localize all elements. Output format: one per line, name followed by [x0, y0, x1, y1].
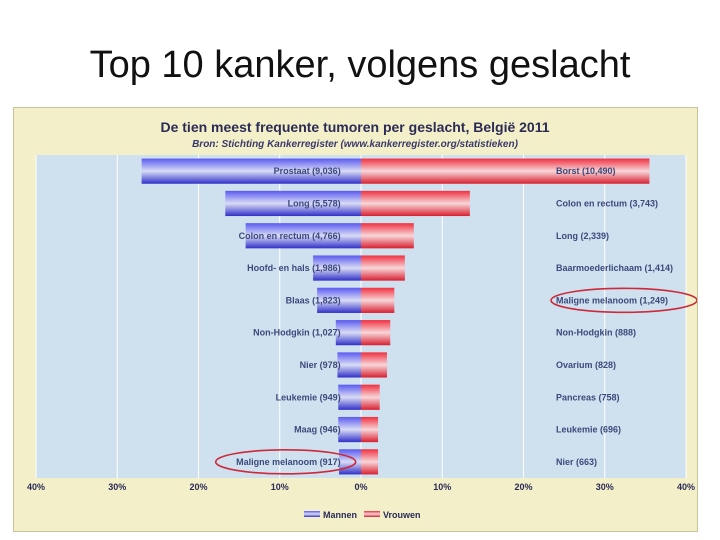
chart-title: De tien meest frequente tumoren per gesl… [160, 119, 549, 135]
bars-group [141, 158, 650, 475]
bar-label-men: Leukemie (949) [276, 392, 341, 402]
bar-men [338, 416, 361, 443]
legend-swatch-men [304, 511, 320, 517]
x-tick-label: 40% [677, 482, 695, 492]
bar-label-men: Nier (978) [300, 360, 341, 370]
bar-label-women: Colon en rectum (3,743) [556, 198, 658, 208]
bar-label-women: Pancreas (758) [556, 392, 620, 402]
tumor-chart: De tien meest frequente tumoren per gesl… [27, 119, 697, 520]
bar-women [361, 384, 380, 410]
bar-label-women: Maligne melanoom (1,249) [556, 295, 668, 305]
bar-label-men: Colon en rectum (4,766) [239, 231, 341, 241]
bar-label-women: Borst (10,490) [556, 166, 616, 176]
legend-label-men: Mannen [323, 510, 357, 520]
bar-label-men: Prostaat (9,036) [274, 166, 341, 176]
bar-women [361, 352, 387, 378]
x-tick-label: 0% [354, 482, 367, 492]
bar-men [245, 223, 361, 249]
bar-label-men: Maligne melanoom (917) [236, 457, 341, 467]
highlight-circle [550, 287, 697, 314]
x-tick-label: 10% [271, 482, 289, 492]
x-tick-label: 30% [108, 482, 126, 492]
bar-men [337, 352, 361, 378]
bar-women [361, 416, 379, 443]
bar-label-men: Non-Hodgkin (1,027) [253, 328, 341, 338]
highlight-circle [214, 449, 357, 475]
highlight-group [214, 287, 697, 475]
bar-label-men: Blaas (1,823) [286, 295, 341, 305]
x-tick-label: 40% [27, 482, 45, 492]
x-tick-label: 10% [433, 482, 451, 492]
x-ticks-group: 40% 30% 20% 10% 0% 10% 20% 30% 40% [27, 482, 695, 492]
bar-women [361, 190, 470, 217]
bar-men [339, 449, 361, 475]
bar-labels-group: Prostaat (9,036) Long (5,578) Colon en rec… [236, 166, 673, 467]
bar-label-women: Leukemie (696) [556, 425, 621, 435]
bar-women [361, 158, 650, 184]
legend-label-women: Vrouwen [383, 510, 421, 520]
bar-label-men: Maag (946) [294, 425, 341, 435]
bar-label-women: Non-Hodgkin (888) [556, 328, 636, 338]
bar-women [361, 287, 395, 313]
chart-frame: De tien meest frequente tumoren per gesl… [13, 107, 698, 532]
bar-men [317, 287, 361, 313]
bar-men [335, 320, 361, 346]
legend: Mannen Vrouwen [304, 510, 421, 520]
x-tick-label: 20% [189, 482, 207, 492]
x-tick-label: 30% [596, 482, 614, 492]
bar-label-women: Baarmoederlichaam (1,414) [556, 263, 673, 273]
bar-women [361, 449, 379, 475]
bar-men [225, 190, 361, 217]
bar-men [141, 158, 361, 184]
bar-label-men: Hoofd- en hals (1,986) [247, 263, 341, 273]
bar-men [313, 255, 361, 281]
bar-label-men: Long (5,578) [288, 198, 341, 208]
bar-women [361, 223, 414, 249]
bar-label-women: Long (2,339) [556, 231, 609, 241]
bar-men [338, 384, 361, 410]
chart-subtitle: Bron: Stichting Kankerregister (www.kank… [192, 139, 519, 150]
x-tick-label: 20% [514, 482, 532, 492]
bar-women [361, 320, 391, 346]
legend-swatch-women [364, 511, 380, 517]
bar-label-women: Ovarium (828) [556, 360, 616, 370]
slide-title: Top 10 kanker, volgens geslacht [89, 44, 631, 86]
bar-label-women: Nier (663) [556, 457, 597, 467]
bar-women [361, 255, 405, 281]
